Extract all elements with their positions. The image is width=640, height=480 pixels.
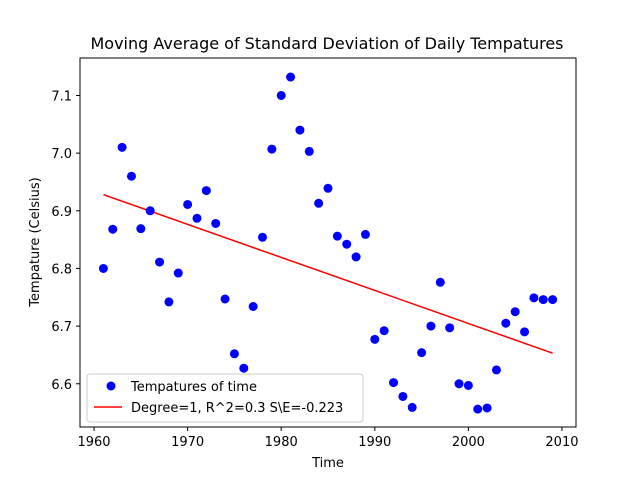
data-point [463, 380, 473, 390]
data-point [164, 297, 174, 307]
data-point [267, 144, 277, 154]
data-point [520, 327, 530, 337]
y-tick-label: 6.6 [51, 378, 72, 393]
data-point [229, 349, 239, 359]
data-point [417, 348, 427, 358]
data-point [155, 257, 165, 267]
data-point [239, 363, 249, 373]
data-point [183, 199, 193, 209]
data-point [435, 277, 445, 287]
data-point [529, 293, 539, 303]
x-tick-label: 2000 [452, 435, 485, 450]
plot-area [98, 72, 558, 414]
x-axis-label: Time [311, 456, 344, 471]
trend-line [103, 193, 553, 354]
legend-label-scatter: Tempatures of time [130, 380, 257, 395]
plot-frame [79, 57, 577, 428]
data-point [360, 229, 370, 239]
data-point [117, 142, 127, 152]
data-point [445, 323, 455, 333]
data-point [473, 404, 483, 414]
legend-label-line: Degree=1, R^2=0.3 S\E=-0.223 [131, 401, 343, 416]
y-tick-label: 6.9 [51, 205, 72, 220]
data-point [426, 321, 436, 331]
data-point [192, 213, 202, 223]
data-point [304, 146, 314, 156]
data-point [136, 224, 146, 234]
data-point [454, 379, 464, 389]
x-axis: 1960 1970 1980 1990 2000 2010 [77, 427, 579, 450]
legend-marker-scatter [106, 381, 116, 391]
data-point [257, 232, 267, 242]
y-tick-label: 7.0 [51, 147, 72, 162]
x-tick-label: 1990 [358, 435, 391, 450]
data-point [126, 171, 136, 181]
data-point [482, 403, 492, 413]
y-tick-label: 6.8 [51, 262, 72, 277]
data-point [510, 307, 520, 317]
data-point [145, 206, 155, 216]
y-axis: 6.6 6.7 6.8 6.9 7.0 7.1 [51, 89, 80, 393]
data-point [323, 183, 333, 193]
x-tick-label: 1960 [77, 435, 110, 450]
data-point [548, 295, 558, 305]
data-point [314, 198, 324, 208]
data-point [248, 301, 258, 311]
data-point [351, 252, 361, 262]
legend: Tempatures of time Degree=1, R^2=0.3 S\E… [86, 373, 364, 423]
data-point [295, 125, 305, 135]
data-point [491, 365, 501, 375]
chart-title: Moving Average of Standard Deviation of … [90, 34, 563, 53]
data-point [332, 231, 342, 241]
data-point [370, 334, 380, 344]
legend-box [86, 373, 364, 423]
data-point [276, 90, 286, 100]
data-point [379, 326, 389, 336]
data-point [98, 263, 108, 273]
y-tick-label: 7.1 [51, 89, 72, 104]
data-point [286, 72, 296, 82]
x-tick-label: 2010 [545, 435, 578, 450]
y-tick-label: 6.7 [51, 320, 72, 335]
y-axis-label: Tempature (Celsius) [28, 177, 43, 307]
data-point [342, 239, 352, 249]
x-tick-label: 1980 [265, 435, 298, 450]
data-point [220, 294, 230, 304]
data-point [398, 391, 408, 401]
data-point [389, 378, 399, 388]
data-point [201, 186, 211, 196]
data-point [211, 218, 221, 228]
x-tick-label: 1970 [171, 435, 204, 450]
data-point [538, 295, 548, 305]
data-point [501, 318, 511, 328]
data-point [173, 268, 183, 278]
data-point [407, 402, 417, 412]
data-point [108, 224, 118, 234]
